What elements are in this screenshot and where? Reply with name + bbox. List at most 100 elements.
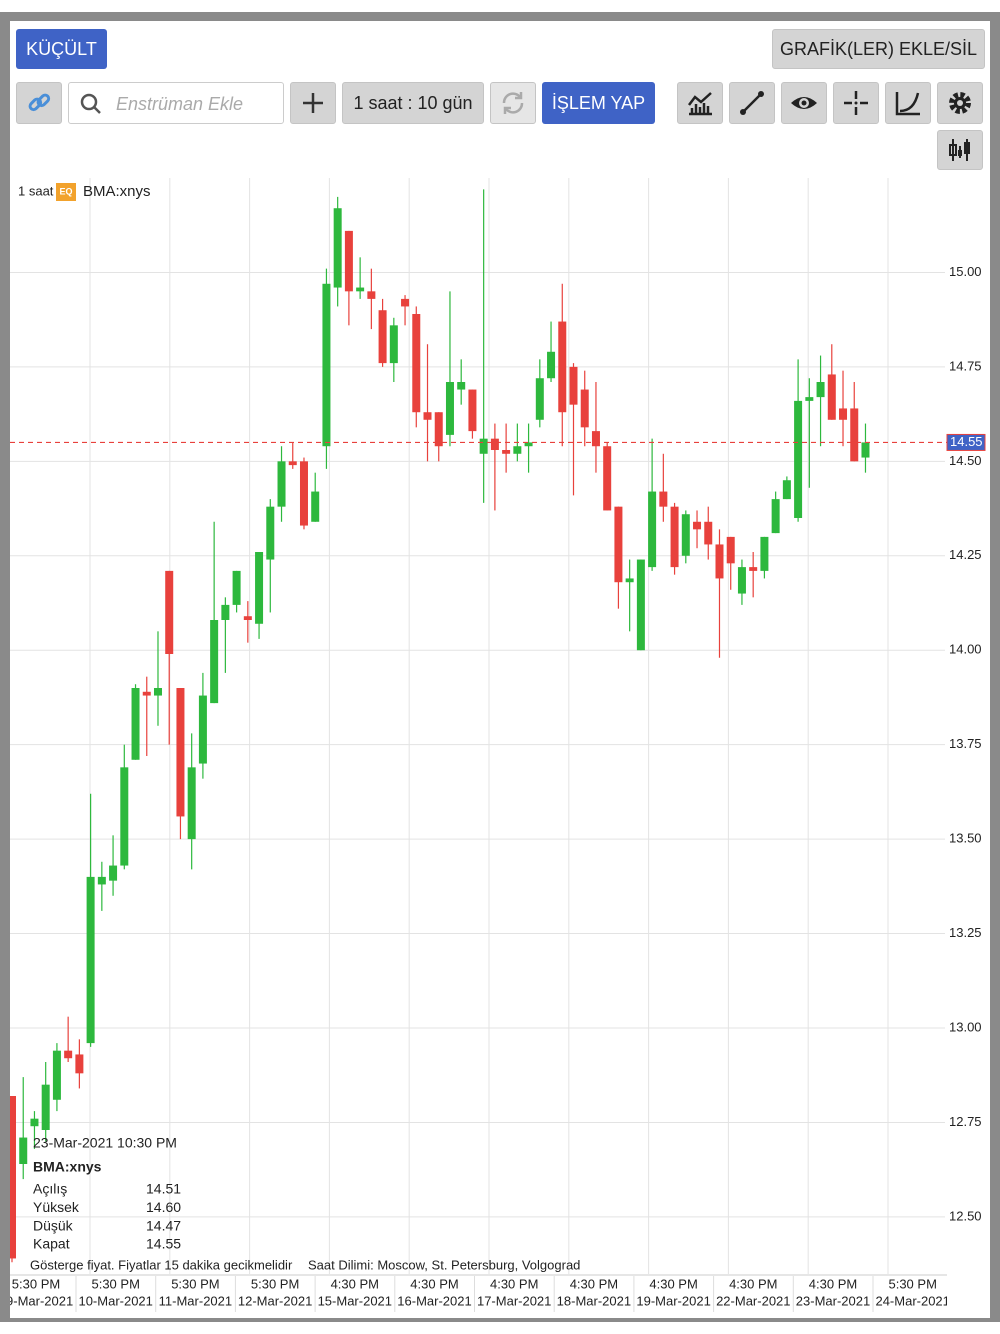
candle-body bbox=[131, 688, 140, 760]
draw-button[interactable] bbox=[729, 82, 775, 124]
candle-body bbox=[120, 767, 129, 866]
y-tick-label: 13.00 bbox=[949, 1019, 982, 1034]
view-button[interactable] bbox=[781, 82, 827, 124]
info-value: 14.60 bbox=[146, 1199, 181, 1215]
y-tick-label: 14.25 bbox=[949, 547, 982, 562]
candle-body bbox=[737, 567, 746, 594]
candle-body bbox=[142, 691, 151, 696]
candle-body bbox=[176, 688, 185, 817]
x-tick-date: 24-Mar-2021 bbox=[875, 1293, 949, 1308]
legend-badge-bg bbox=[56, 183, 76, 201]
candle-body bbox=[861, 442, 870, 458]
x-tick-time: 5:30 PM bbox=[91, 1276, 139, 1291]
candle-body bbox=[715, 544, 724, 579]
x-tick-date: 23-Mar-2021 bbox=[796, 1293, 870, 1308]
candle-body bbox=[816, 382, 825, 398]
candle-body bbox=[75, 1054, 84, 1074]
candle-body bbox=[86, 876, 95, 1044]
candle-body bbox=[726, 536, 735, 564]
add-button[interactable] bbox=[290, 82, 336, 124]
minimize-button[interactable]: KÜÇÜLT bbox=[16, 29, 107, 69]
legend-badge: EQ bbox=[59, 186, 72, 196]
x-tick-time: 4:30 PM bbox=[331, 1276, 379, 1291]
candle-body bbox=[490, 438, 499, 450]
add-chart-button[interactable]: GRAFİK(LER) EKLE/SİL bbox=[772, 29, 985, 69]
candle-body bbox=[603, 446, 612, 511]
info-label: Kapat bbox=[33, 1236, 70, 1252]
candle-body bbox=[704, 521, 713, 545]
x-tick-time: 4:30 PM bbox=[570, 1276, 618, 1291]
candle-body bbox=[569, 366, 578, 405]
plus-icon bbox=[303, 93, 323, 113]
candle-icon bbox=[949, 139, 970, 161]
search-box[interactable]: Enstrüman Ekle bbox=[68, 82, 284, 124]
search-placeholder: Enstrüman Ekle bbox=[116, 94, 244, 114]
x-tick-time: 4:30 PM bbox=[490, 1276, 538, 1291]
candle-body bbox=[187, 767, 196, 840]
candle-body bbox=[97, 876, 106, 885]
candle-body bbox=[64, 1050, 73, 1059]
candle-body bbox=[389, 325, 398, 364]
candle-body bbox=[52, 1050, 61, 1100]
candle-body bbox=[288, 461, 297, 466]
candle-body bbox=[243, 616, 252, 620]
candle-body bbox=[457, 382, 466, 390]
candle-body bbox=[367, 291, 376, 299]
x-tick-time: 4:30 PM bbox=[809, 1276, 857, 1291]
x-tick-date: 17-Mar-2021 bbox=[477, 1293, 551, 1308]
candle-body bbox=[535, 378, 544, 420]
grid: 12.50 12.75 13.00 13.25 13.50 13.75 14.00 14.25… bbox=[10, 178, 982, 1274]
candle-body bbox=[311, 491, 320, 522]
delay-note: Gösterge fiyat. Fiyatlar 15 dakika gecik… bbox=[30, 1257, 293, 1272]
x-tick-time: 4:30 PM bbox=[729, 1276, 777, 1291]
trade-button[interactable]: İŞLEM YAP bbox=[542, 82, 655, 124]
x-tick-date: 10-Mar-2021 bbox=[78, 1293, 152, 1308]
info-value: 14.51 bbox=[146, 1181, 181, 1197]
timezone-note: Saat Dilimi: Moscow, St. Petersburg, Vol… bbox=[308, 1257, 580, 1272]
candle-body bbox=[266, 506, 275, 560]
curve-button[interactable] bbox=[885, 82, 931, 124]
indicator-icon bbox=[688, 92, 712, 116]
candle-body bbox=[423, 412, 432, 420]
candle-body bbox=[502, 450, 511, 454]
y-tick-label: 13.25 bbox=[949, 925, 982, 940]
candle-body bbox=[109, 865, 118, 881]
candle-body bbox=[591, 431, 600, 447]
period-button[interactable]: 1 saat : 10 gün bbox=[342, 82, 484, 124]
candle-body bbox=[670, 506, 679, 568]
candle-body bbox=[580, 389, 589, 428]
curve-icon bbox=[895, 92, 920, 116]
candle-body bbox=[693, 521, 702, 530]
candle-body bbox=[255, 552, 264, 624]
candle-body bbox=[10, 1096, 16, 1259]
frame bbox=[0, 12, 1000, 1322]
candle-body bbox=[232, 570, 241, 605]
candle-body bbox=[558, 321, 567, 413]
y-tick-label: 12.75 bbox=[949, 1114, 982, 1129]
refresh-icon bbox=[502, 92, 524, 114]
candle-body bbox=[805, 397, 814, 401]
crosshair-button[interactable] bbox=[833, 82, 879, 124]
candle-body bbox=[412, 314, 421, 413]
candle-body bbox=[468, 389, 477, 432]
candle-body bbox=[513, 446, 522, 454]
indicator-button[interactable] bbox=[677, 82, 723, 124]
info-label: Yüksek bbox=[33, 1199, 80, 1215]
x-tick-date: 18-Mar-2021 bbox=[557, 1293, 631, 1308]
candle-body bbox=[401, 298, 410, 307]
chart-style-button[interactable] bbox=[937, 130, 983, 170]
line-icon bbox=[740, 91, 764, 115]
candle-body bbox=[153, 688, 162, 696]
candle-body bbox=[19, 1137, 28, 1164]
settings-button[interactable] bbox=[937, 82, 983, 124]
candle-body bbox=[547, 351, 556, 379]
info-value: 14.47 bbox=[146, 1217, 181, 1233]
candle-body bbox=[333, 208, 342, 288]
candle-body bbox=[771, 499, 780, 534]
info-value: 14.55 bbox=[146, 1236, 181, 1252]
refresh-button[interactable] bbox=[490, 82, 536, 124]
candle-body bbox=[749, 567, 758, 571]
link-button[interactable] bbox=[16, 82, 62, 124]
candle-body bbox=[827, 374, 836, 420]
